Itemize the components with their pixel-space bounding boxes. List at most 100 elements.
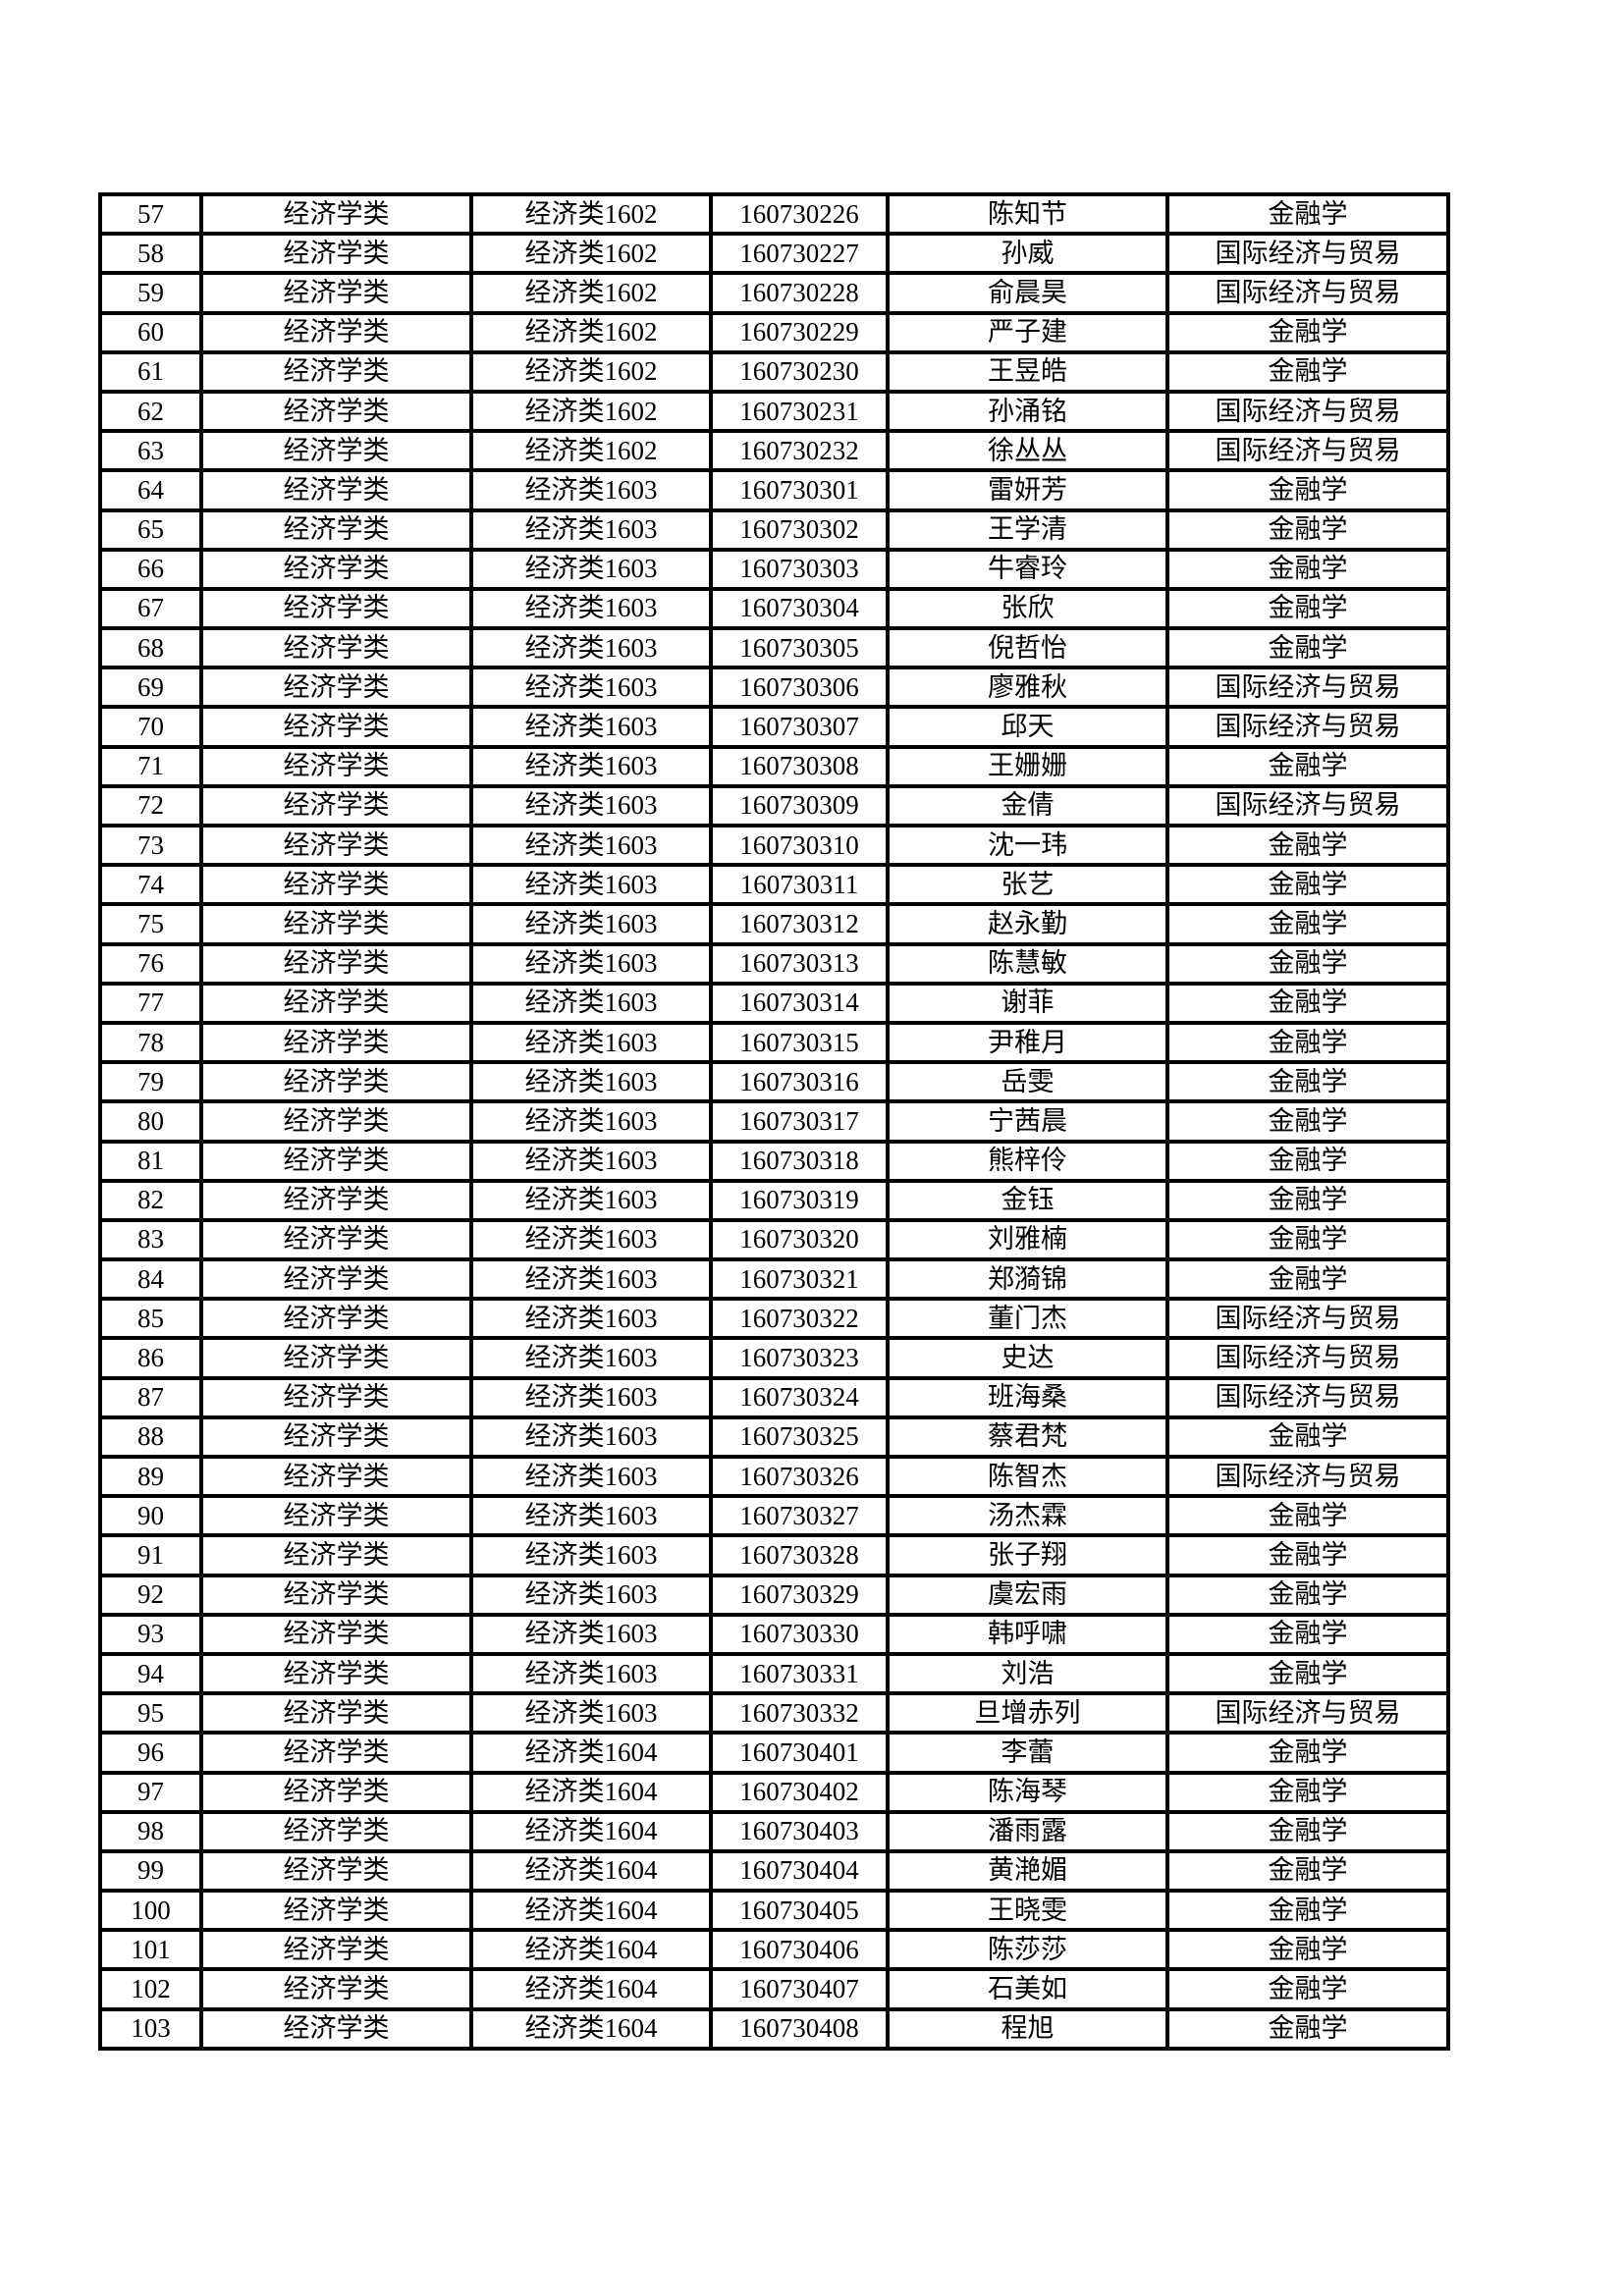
cell-class-name: 经济类1602 [469, 232, 713, 276]
cell-row-number: 89 [98, 1454, 203, 1499]
table-row: 66 经济学类 经济类1603 160730303 牛睿玲 金融学 [98, 547, 1450, 591]
cell-class-name: 经济类1603 [469, 1533, 713, 1577]
table-row: 103 经济学类 经济类1604 160730408 程旭 金融学 [98, 2006, 1450, 2051]
cell-category: 经济学类 [199, 271, 473, 315]
cell-category: 经济学类 [199, 666, 473, 710]
cell-class-name: 经济类1602 [469, 429, 713, 473]
cell-student-name: 陈智杰 [886, 1454, 1169, 1499]
cell-category: 经济学类 [199, 1494, 473, 1538]
cell-category: 经济学类 [199, 1415, 473, 1460]
cell-major: 金融学 [1165, 1889, 1450, 1933]
table-row: 92 经济学类 经济类1603 160730329 虞宏雨 金融学 [98, 1573, 1450, 1617]
table-row: 58 经济学类 经济类1602 160730227 孙威 国际经济与贸易 [98, 232, 1450, 276]
cell-student-name: 程旭 [886, 2006, 1169, 2051]
cell-category: 经济学类 [199, 1099, 473, 1144]
table-row: 76 经济学类 经济类1603 160730313 陈慧敏 金融学 [98, 941, 1450, 986]
cell-category: 经济学类 [199, 232, 473, 276]
cell-category: 经济学类 [199, 705, 473, 749]
cell-row-number: 85 [98, 1297, 203, 1341]
cell-student-id: 160730305 [709, 626, 890, 670]
cell-student-name: 王昱皓 [886, 349, 1169, 394]
cell-class-name: 经济类1603 [469, 744, 713, 788]
cell-student-name: 陈莎莎 [886, 1928, 1169, 1972]
cell-student-id: 160730306 [709, 666, 890, 710]
cell-category: 经济学类 [199, 191, 473, 237]
cell-student-name: 谢菲 [886, 981, 1169, 1025]
cell-row-number: 101 [98, 1928, 203, 1972]
cell-category: 经济学类 [199, 1375, 473, 1419]
cell-class-name: 经济类1604 [469, 1731, 713, 1775]
cell-row-number: 57 [98, 191, 203, 237]
cell-category: 经济学类 [199, 1060, 473, 1104]
cell-category: 经济学类 [199, 1533, 473, 1577]
cell-student-name: 张欣 [886, 586, 1169, 631]
cell-student-name: 李蕾 [886, 1731, 1169, 1775]
table-row: 74 经济学类 经济类1603 160730311 张艺 金融学 [98, 863, 1450, 907]
cell-student-name: 旦增赤列 [886, 1691, 1169, 1735]
cell-row-number: 82 [98, 1178, 203, 1222]
cell-student-id: 160730227 [709, 232, 890, 276]
cell-row-number: 80 [98, 1099, 203, 1144]
cell-category: 经济学类 [199, 429, 473, 473]
cell-row-number: 71 [98, 744, 203, 788]
cell-category: 经济学类 [199, 1967, 473, 2011]
table-row: 72 经济学类 经济类1603 160730309 金倩 国际经济与贸易 [98, 783, 1450, 828]
cell-student-name: 沈一玮 [886, 823, 1169, 868]
cell-category: 经济学类 [199, 1573, 473, 1617]
cell-class-name: 经济类1604 [469, 1889, 713, 1933]
cell-class-name: 经济类1602 [469, 191, 713, 237]
cell-student-id: 160730404 [709, 1848, 890, 1894]
cell-row-number: 93 [98, 1612, 203, 1656]
cell-category: 经济学类 [199, 783, 473, 828]
cell-row-number: 79 [98, 1060, 203, 1104]
cell-class-name: 经济类1603 [469, 1651, 713, 1696]
table-row: 98 经济学类 经济类1604 160730403 潘雨露 金融学 [98, 1809, 1450, 1853]
cell-major: 国际经济与贸易 [1165, 429, 1450, 473]
cell-class-name: 经济类1603 [469, 941, 713, 986]
cell-student-id: 160730317 [709, 1099, 890, 1144]
cell-student-name: 赵永勤 [886, 902, 1169, 946]
cell-student-id: 160730327 [709, 1494, 890, 1538]
cell-major: 国际经济与贸易 [1165, 666, 1450, 710]
cell-student-name: 陈慧敏 [886, 941, 1169, 986]
cell-major: 金融学 [1165, 1651, 1450, 1696]
cell-student-id: 160730318 [709, 1139, 890, 1183]
cell-row-number: 91 [98, 1533, 203, 1577]
cell-row-number: 63 [98, 429, 203, 473]
cell-row-number: 68 [98, 626, 203, 670]
cell-class-name: 经济类1602 [469, 310, 713, 354]
cell-category: 经济学类 [199, 981, 473, 1025]
cell-student-name: 孙涌铭 [886, 389, 1169, 434]
cell-class-name: 经济类1603 [469, 863, 713, 907]
cell-student-id: 160730312 [709, 902, 890, 946]
table-row: 84 经济学类 经济类1603 160730321 郑漪锦 金融学 [98, 1257, 1450, 1302]
cell-category: 经济学类 [199, 1297, 473, 1341]
cell-row-number: 100 [98, 1889, 203, 1933]
cell-class-name: 经济类1603 [469, 1375, 713, 1419]
cell-student-id: 160730331 [709, 1651, 890, 1696]
table-row: 57 经济学类 经济类1602 160730226 陈知节 金融学 [98, 191, 1450, 237]
cell-row-number: 61 [98, 349, 203, 394]
cell-student-name: 徐丛丛 [886, 429, 1169, 473]
cell-major: 金融学 [1165, 1060, 1450, 1104]
table-row: 87 经济学类 经济类1603 160730324 班海桑 国际经济与贸易 [98, 1375, 1450, 1419]
cell-student-name: 金钰 [886, 1178, 1169, 1222]
cell-major: 金融学 [1165, 941, 1450, 986]
cell-student-id: 160730307 [709, 705, 890, 749]
cell-class-name: 经济类1603 [469, 823, 713, 868]
cell-student-id: 160730326 [709, 1454, 890, 1499]
cell-row-number: 69 [98, 666, 203, 710]
cell-class-name: 经济类1603 [469, 783, 713, 828]
table-row: 86 经济学类 经济类1603 160730323 史达 国际经济与贸易 [98, 1336, 1450, 1380]
cell-class-name: 经济类1603 [469, 1257, 713, 1302]
cell-class-name: 经济类1603 [469, 1178, 713, 1222]
cell-major: 国际经济与贸易 [1165, 232, 1450, 276]
cell-student-id: 160730301 [709, 468, 890, 512]
cell-student-name: 宁茜晨 [886, 1099, 1169, 1144]
cell-category: 经济学类 [199, 1178, 473, 1222]
cell-class-name: 经济类1603 [469, 547, 713, 591]
cell-category: 经济学类 [199, 1336, 473, 1380]
cell-student-name: 王晓雯 [886, 1889, 1169, 1933]
cell-student-name: 蔡君梵 [886, 1415, 1169, 1460]
table-row: 81 经济学类 经济类1603 160730318 熊梓伶 金融学 [98, 1139, 1450, 1183]
